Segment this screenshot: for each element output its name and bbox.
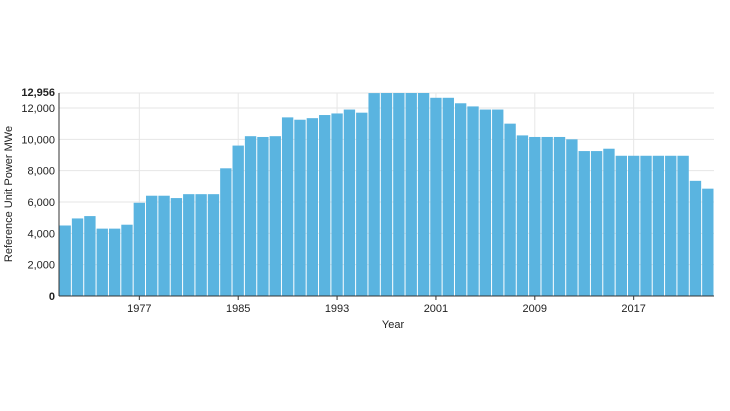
x-axis-ticks: 1977 1985 1993 2001 2009 2017 xyxy=(127,303,646,315)
bar-1984[interactable] xyxy=(220,168,232,296)
bar-2007[interactable] xyxy=(504,123,516,297)
bar-2017[interactable] xyxy=(627,155,640,296)
y-tick-label: 12,000 xyxy=(21,103,55,115)
x-tick-label: 1977 xyxy=(127,303,151,315)
bar-1978[interactable] xyxy=(146,195,158,296)
bar-1975[interactable] xyxy=(108,228,121,296)
y-tick-label: 4,000 xyxy=(27,228,55,240)
bar-2003[interactable] xyxy=(454,103,467,296)
bar-2013[interactable] xyxy=(578,151,590,296)
bar-2001[interactable] xyxy=(430,97,442,296)
bar-2012[interactable] xyxy=(566,139,578,296)
bar-1987[interactable] xyxy=(257,136,269,296)
x-tick-label: 1985 xyxy=(226,303,250,315)
bar-2010[interactable] xyxy=(541,136,553,296)
bar-2009[interactable] xyxy=(529,136,541,296)
y-tick-label: 6,000 xyxy=(27,197,55,209)
bar-1973[interactable] xyxy=(84,216,96,296)
bar-1971[interactable] xyxy=(59,225,71,296)
bar-1977[interactable] xyxy=(133,202,146,296)
y-max-label: 12,956 xyxy=(21,87,55,99)
bar-1986[interactable] xyxy=(244,136,257,296)
bar-1999[interactable] xyxy=(405,93,417,296)
bar-1985[interactable] xyxy=(232,145,244,296)
bar-1998[interactable] xyxy=(393,93,405,296)
y-tick-label: 10,000 xyxy=(21,134,55,146)
bar-2015[interactable] xyxy=(603,148,615,296)
bar-2006[interactable] xyxy=(492,109,504,296)
x-tick-label: 2001 xyxy=(424,303,448,315)
bar-series xyxy=(59,93,714,297)
bar-1983[interactable] xyxy=(207,194,220,296)
y-tick-label: 0 xyxy=(49,291,55,303)
bar-1974[interactable] xyxy=(96,228,108,296)
bar-1980[interactable] xyxy=(170,198,183,296)
bar-1988[interactable] xyxy=(269,136,281,296)
bar-1991[interactable] xyxy=(306,118,319,296)
y-axis-title: Reference Unit Power MWe xyxy=(3,126,15,262)
bar-2011[interactable] xyxy=(553,136,566,296)
bar-1972[interactable] xyxy=(71,218,84,296)
bar-2021[interactable] xyxy=(677,155,689,296)
y-axis-ticks: 0 2,000 4,000 6,000 8,000 10,000 12,000 12,956 xyxy=(21,87,55,303)
bar-1982[interactable] xyxy=(195,194,207,296)
bar-1979[interactable] xyxy=(158,195,170,296)
bar-2004[interactable] xyxy=(467,106,479,296)
bar-2022[interactable] xyxy=(689,180,702,296)
bar-1993[interactable] xyxy=(331,113,343,297)
bar-1981[interactable] xyxy=(183,194,195,296)
x-tick-label: 2017 xyxy=(621,303,645,315)
bar-1996[interactable] xyxy=(368,93,380,296)
bar-1995[interactable] xyxy=(356,112,368,297)
x-tick-label: 2009 xyxy=(523,303,547,315)
bar-2020[interactable] xyxy=(665,155,677,296)
bar-1989[interactable] xyxy=(281,117,294,296)
bar-2002[interactable] xyxy=(442,97,454,296)
axes xyxy=(58,93,714,300)
bar-2023[interactable] xyxy=(702,188,714,296)
bar-2019[interactable] xyxy=(652,155,665,296)
bar-1994[interactable] xyxy=(343,109,356,296)
bar-1997[interactable] xyxy=(380,93,393,296)
bar-2005[interactable] xyxy=(479,109,492,296)
bar-2016[interactable] xyxy=(615,155,627,296)
bar-1976[interactable] xyxy=(121,224,133,296)
bar-2018[interactable] xyxy=(640,155,652,296)
x-tick-label: 1993 xyxy=(325,303,349,315)
bar-1992[interactable] xyxy=(319,115,331,296)
bar-1990[interactable] xyxy=(294,119,306,296)
bar-2014[interactable] xyxy=(590,151,603,296)
bar-2008[interactable] xyxy=(516,135,529,296)
bar-2000[interactable] xyxy=(417,93,430,296)
x-axis-title: Year xyxy=(382,319,405,331)
y-tick-label: 8,000 xyxy=(27,166,55,178)
y-tick-label: 2,000 xyxy=(27,260,55,272)
